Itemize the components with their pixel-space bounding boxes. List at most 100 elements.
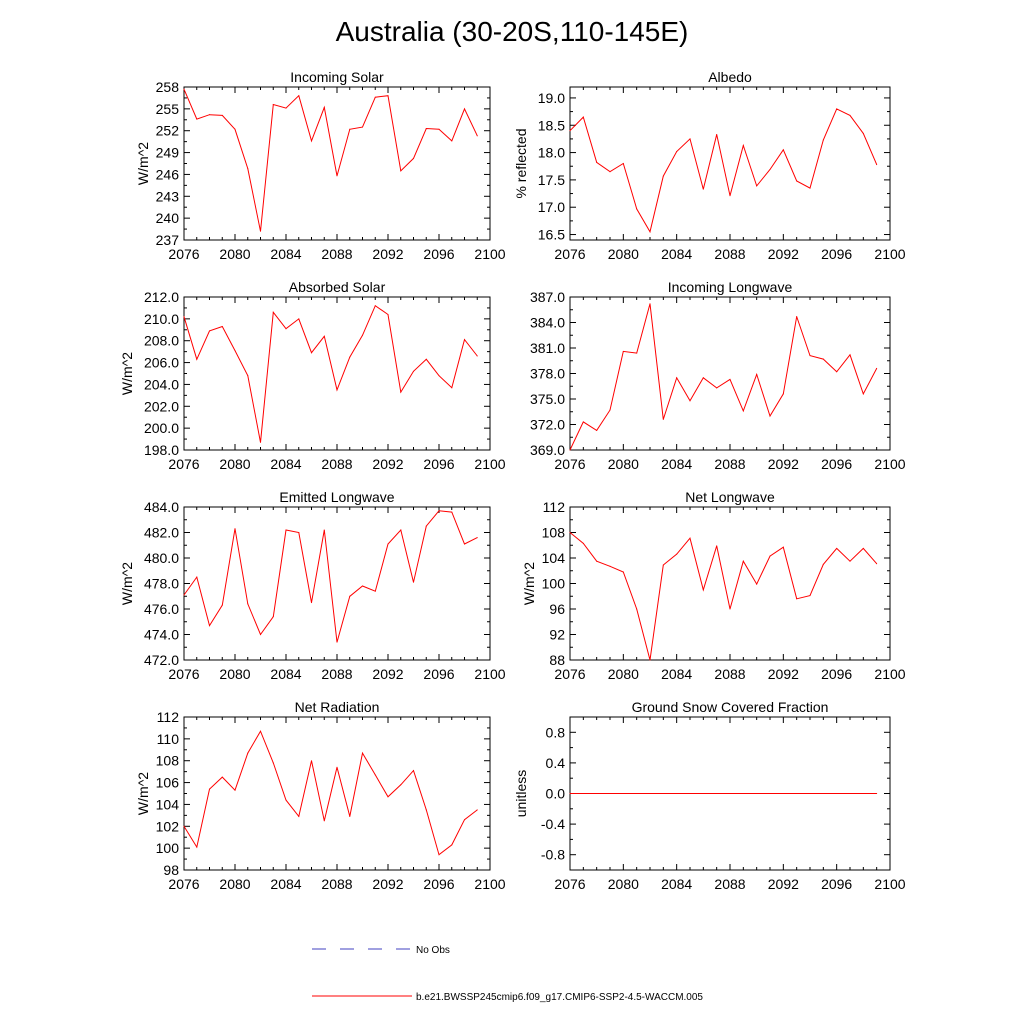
x-tick-label: 2076 [168, 666, 199, 682]
x-tick-label: 2092 [372, 876, 403, 892]
y-tick-label: 112 [543, 499, 566, 515]
panel-albedo: Albedo 2076 2080 2084 2088 2092 2096 2100 16.5 17… [513, 69, 906, 262]
data-point [782, 546, 784, 548]
panel-title: Absorbed Solar [289, 279, 386, 295]
x-tick-label: 2096 [423, 666, 454, 682]
data-point [476, 537, 478, 539]
y-tick-label: -0.4 [541, 816, 565, 832]
y-tick-label: 369.0 [530, 442, 565, 458]
data-point [702, 188, 704, 190]
data-point [569, 532, 571, 533]
data-point [796, 316, 798, 318]
data-point [662, 564, 664, 566]
y-axis-label: W/m^2 [135, 142, 151, 185]
data-point [662, 418, 664, 420]
data-point [400, 784, 402, 786]
series-line [569, 108, 878, 234]
data-point [298, 532, 300, 533]
y-tick-label: 243 [156, 188, 180, 204]
data-point [221, 114, 223, 116]
data-point [822, 793, 824, 794]
data-point [311, 352, 312, 354]
data-point [676, 793, 678, 794]
data-point [451, 844, 453, 846]
y-tick-label: 88 [549, 652, 565, 668]
x-tick-label: 2084 [270, 456, 301, 472]
data-point [221, 776, 223, 778]
data-point [425, 128, 427, 130]
data-point [569, 449, 571, 451]
y-tick-label: 472.0 [144, 652, 179, 668]
data-point [729, 195, 731, 197]
data-point [676, 377, 678, 379]
panel-title: Incoming Longwave [668, 279, 793, 295]
data-point [729, 378, 731, 380]
data-point [400, 529, 402, 531]
data-point [298, 318, 300, 320]
data-point [438, 510, 440, 512]
x-tick-label: 2076 [554, 456, 585, 472]
y-tick-label: 240 [156, 210, 180, 226]
x-tick-label: 2088 [321, 876, 352, 892]
x-tick-label: 2096 [423, 876, 454, 892]
y-axis-label: W/m^2 [521, 562, 537, 605]
x-tick-label: 2084 [661, 456, 692, 472]
y-tick-label: 17.5 [538, 172, 565, 188]
data-point [849, 354, 851, 356]
data-point [413, 581, 414, 583]
data-point [425, 525, 427, 527]
x-tick-label: 2096 [821, 246, 852, 262]
data-point [649, 659, 651, 661]
data-point [769, 555, 771, 557]
data-point [836, 793, 838, 794]
data-point [323, 529, 325, 531]
data-point [862, 393, 864, 395]
y-tick-label: 210.0 [144, 311, 179, 327]
series-line [569, 303, 878, 451]
y-tick-label: 104 [542, 550, 566, 566]
data-point [716, 387, 718, 389]
data-point [689, 537, 691, 539]
data-point [285, 107, 287, 109]
data-point [796, 793, 798, 794]
y-tick-label: 18.0 [538, 145, 565, 161]
panel-title: Ground Snow Covered Fraction [632, 699, 829, 715]
data-point [323, 820, 325, 822]
data-point [716, 793, 718, 794]
data-point [451, 140, 453, 142]
data-point [349, 595, 351, 597]
data-point [400, 391, 402, 393]
x-tick-label: 2080 [219, 246, 250, 262]
x-tick-label: 2076 [554, 876, 585, 892]
data-point [649, 231, 651, 233]
y-tick-label: 202.0 [144, 398, 179, 414]
data-point [702, 793, 704, 794]
data-point [769, 169, 771, 171]
data-point [662, 793, 664, 794]
data-point [636, 208, 638, 210]
data-point [876, 793, 878, 794]
data-point [742, 144, 744, 146]
data-point [272, 311, 274, 313]
data-point [387, 796, 389, 798]
x-tick-label: 2096 [423, 456, 454, 472]
y-tick-label: 474.0 [144, 627, 179, 643]
y-tick-label: 372.0 [530, 417, 565, 433]
data-point [196, 576, 198, 578]
data-point [413, 157, 414, 159]
x-tick-label: 2084 [661, 246, 692, 262]
y-tick-label: 108 [156, 753, 180, 769]
data-point [582, 542, 584, 544]
y-tick-label: 478.0 [144, 576, 179, 592]
data-point [782, 393, 784, 395]
y-tick-label: 0.8 [546, 724, 566, 740]
data-point [809, 793, 811, 794]
data-point [285, 328, 287, 330]
y-tick-label: 16.5 [538, 227, 565, 243]
y-axis-label: W/m^2 [119, 562, 135, 605]
data-point [247, 375, 249, 377]
data-point [260, 230, 261, 232]
data-point [451, 511, 453, 513]
y-tick-label: 98 [163, 862, 179, 878]
y-tick-label: 384.0 [530, 315, 565, 331]
